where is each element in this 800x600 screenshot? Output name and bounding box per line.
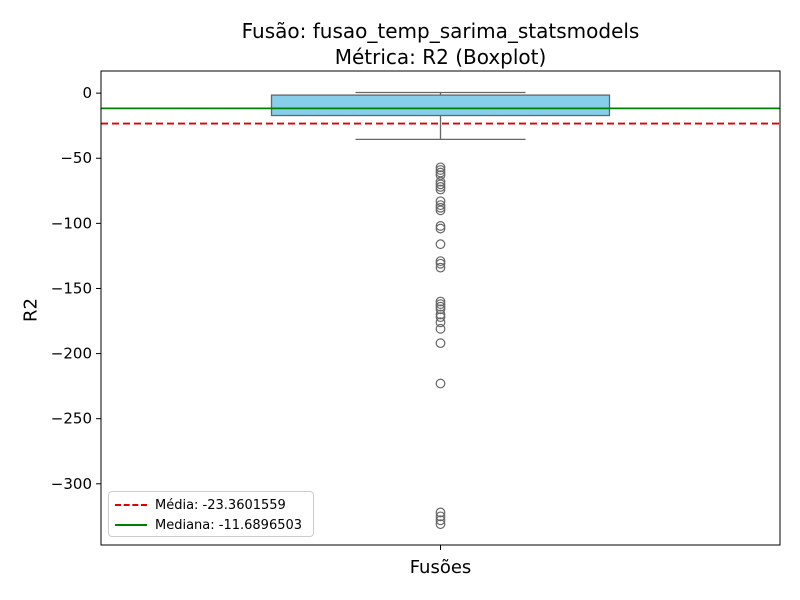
outlier-point	[435, 162, 446, 173]
outlier-point	[435, 176, 446, 187]
outlier-point	[435, 301, 446, 312]
legend-item-mean: Média: -23.3601559	[115, 495, 307, 515]
y-tick-label: 0	[82, 84, 92, 102]
outlier-point	[435, 296, 446, 307]
legend-label-median: Mediana: -11.6896503	[155, 517, 303, 533]
outlier-point	[435, 221, 446, 231]
chart-subtitle: Métrica: R2 (Boxplot)	[334, 45, 547, 69]
outlier-point	[435, 312, 446, 323]
legend-swatch-median	[115, 524, 147, 526]
outlier-point	[435, 507, 446, 518]
outlier-point	[435, 223, 446, 234]
box-iqr	[270, 94, 611, 117]
chart-title: Fusão: fusao_temp_sarima_statsmodels	[241, 19, 640, 43]
outlier-point	[435, 179, 446, 190]
outlier-point	[435, 181, 446, 192]
axes-frame	[100, 70, 781, 546]
outlier-point	[435, 205, 446, 216]
outlier-point	[435, 511, 446, 522]
outlier-point	[435, 519, 446, 530]
legend: Média: -23.3601559 Mediana: -11.6896503	[108, 491, 314, 537]
x-axis-label: Fusões	[409, 557, 472, 578]
y-tick-label: −200	[51, 345, 92, 363]
y-tick-label: −100	[51, 214, 92, 232]
y-tick-label: −50	[60, 149, 92, 167]
outlier-point	[435, 299, 446, 309]
y-tick-label: −150	[51, 279, 92, 297]
outlier-point	[435, 317, 446, 328]
legend-label-mean: Média: -23.3601559	[155, 497, 286, 513]
outlier-point	[435, 239, 446, 250]
legend-swatch-mean	[115, 504, 147, 506]
outlier-point	[435, 309, 446, 320]
outlier-point	[435, 378, 446, 389]
outlier-point	[435, 258, 446, 269]
outlier-point	[435, 165, 446, 175]
y-axis-label: R2	[20, 298, 42, 322]
outlier-point	[435, 200, 446, 211]
outlier-point	[435, 262, 446, 273]
outlier-point	[435, 304, 446, 315]
outlier-point	[435, 256, 446, 267]
y-tick-label: −250	[51, 410, 92, 428]
outlier-point	[435, 202, 446, 213]
outlier-point	[435, 515, 446, 526]
outlier-point	[435, 323, 446, 334]
outlier-point	[435, 338, 446, 349]
outlier-point	[435, 184, 446, 195]
legend-item-median: Mediana: -11.6896503	[115, 515, 307, 535]
y-tick-label: −300	[51, 475, 92, 493]
